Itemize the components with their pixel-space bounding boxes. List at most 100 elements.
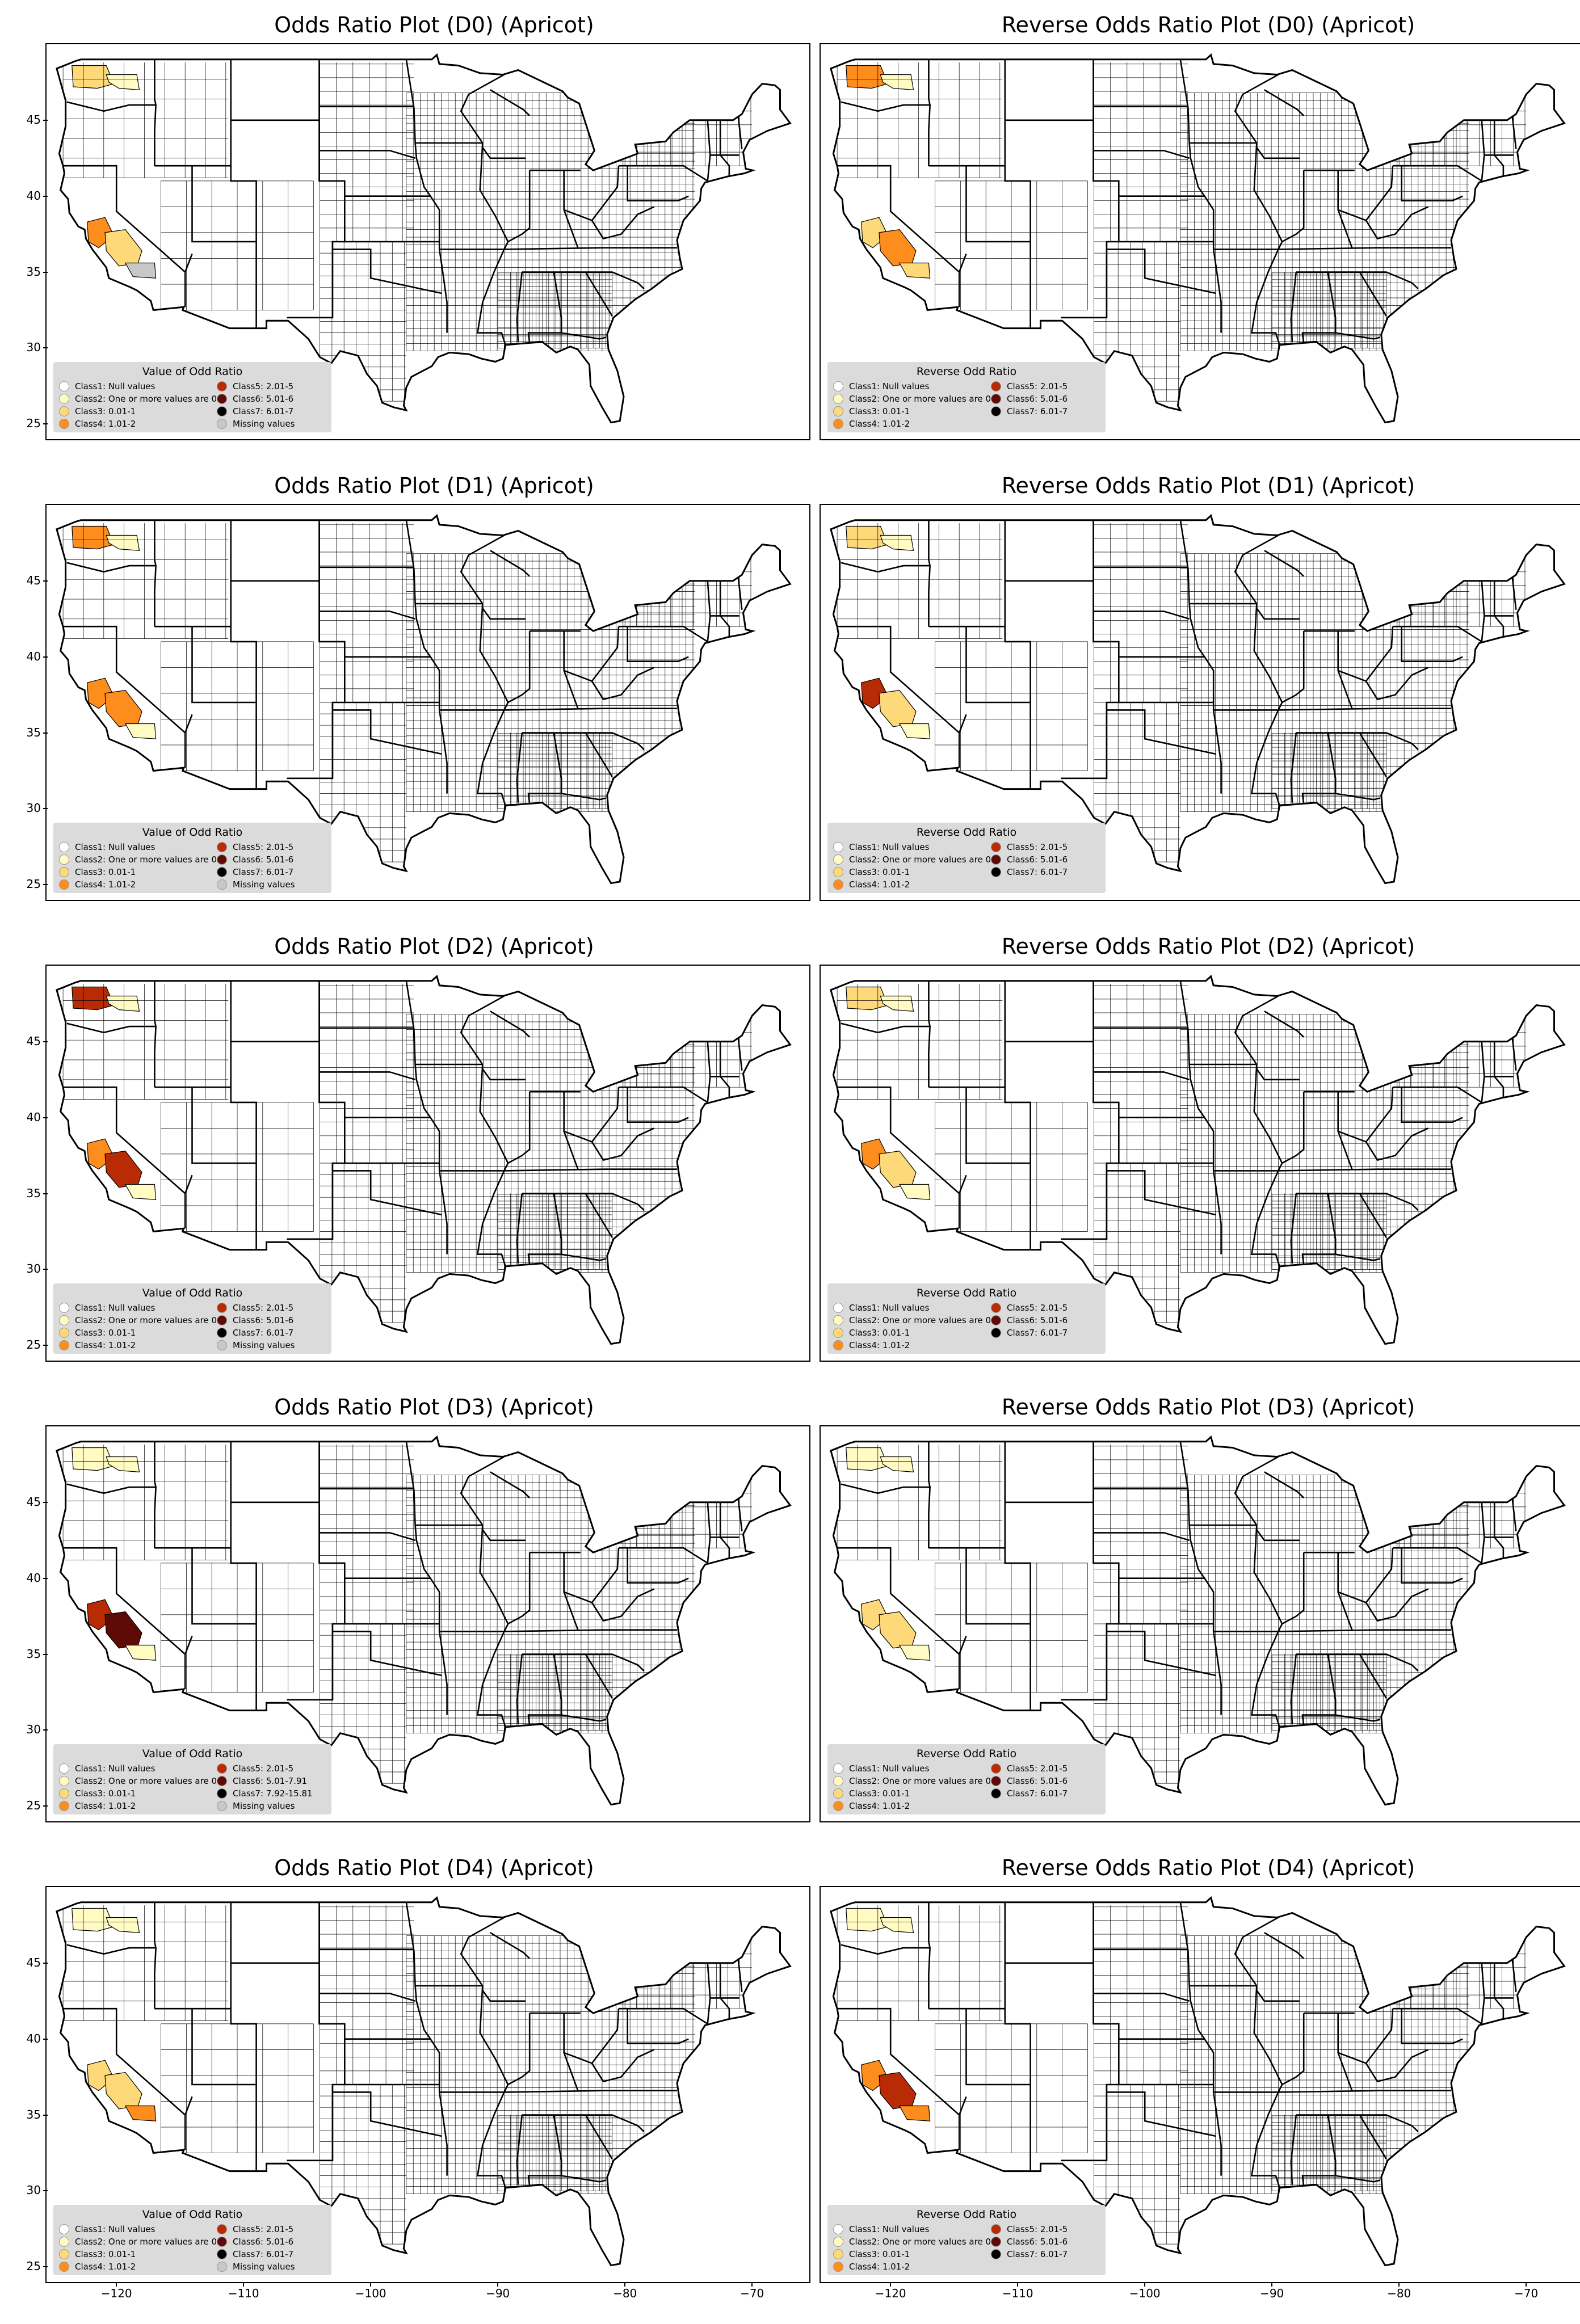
state-boundary bbox=[490, 1932, 531, 1959]
x-tick-label: −80 bbox=[608, 2282, 642, 2300]
x-tick-label: −110 bbox=[226, 2282, 260, 2300]
state-boundary bbox=[563, 670, 579, 709]
state-boundary bbox=[837, 2007, 960, 2150]
state-boundary bbox=[66, 980, 157, 1034]
legend-label: Missing values bbox=[233, 1801, 295, 1811]
legend-label: Class6: 5.01-6 bbox=[233, 2237, 294, 2247]
map-panel: Reverse Odds Ratio Plot (D1) (Apricot) Re… bbox=[820, 472, 1580, 933]
legend-swatch bbox=[833, 1763, 843, 1774]
state-boundary bbox=[1256, 1068, 1300, 1081]
legend-item: Missing values bbox=[217, 418, 326, 430]
state-boundary bbox=[837, 165, 960, 308]
legend-column: Class1: Null values Class2: One or more v… bbox=[59, 2223, 217, 2273]
state-boundary bbox=[1335, 1714, 1380, 1722]
state-boundary bbox=[516, 1654, 523, 1724]
legend-item: Class7: 7.92-15.81 bbox=[217, 1787, 326, 1800]
legend-swatch bbox=[59, 1328, 69, 1338]
panel-title: Reverse Odds Ratio Plot (D3) (Apricot) bbox=[1001, 1395, 1415, 1420]
highlight-county-wa2 bbox=[880, 995, 914, 1012]
state-boundary bbox=[184, 1174, 193, 1194]
legend-column: Class5: 2.01-5 Class6: 5.01-6 Class7: 6.01… bbox=[217, 1302, 326, 1352]
legend-label: Class1: Null values bbox=[849, 842, 930, 852]
legend-title: Value of Odd Ratio bbox=[142, 1748, 243, 1760]
state-boundary bbox=[958, 1174, 967, 1194]
legend-label: Class4: 1.01-2 bbox=[75, 879, 136, 890]
state-boundary bbox=[965, 626, 1031, 704]
state-boundary bbox=[1301, 1654, 1337, 1726]
state-boundary bbox=[1511, 1497, 1517, 1531]
legend-label: Class2: One or more values are 0 bbox=[849, 394, 991, 404]
legend-swatch bbox=[59, 1340, 69, 1350]
us-county-map bbox=[56, 1896, 792, 2267]
state-boundary bbox=[591, 2049, 655, 2083]
y-tick-label: 40 bbox=[20, 650, 48, 663]
state-boundary bbox=[154, 1948, 157, 2009]
us-county-map bbox=[56, 1435, 792, 1806]
map-panel: Reverse Odds Ratio Plot (D3) (Apricot) Re… bbox=[820, 1393, 1580, 1854]
map-legend: Value of Odd Ratio Class1: Null values Cla… bbox=[53, 823, 331, 893]
highlight-county-ca3 bbox=[898, 723, 931, 739]
state-boundary bbox=[230, 520, 257, 789]
y-tick-label: 30 bbox=[20, 2183, 48, 2197]
legend-item: Class3: 0.01-1 bbox=[59, 405, 217, 418]
us-land bbox=[56, 1897, 791, 2266]
state-boundary bbox=[319, 1993, 415, 2002]
legend-label: Class7: 6.01-7 bbox=[233, 1328, 294, 1338]
state-boundary bbox=[1290, 2115, 1297, 2185]
state-boundary bbox=[63, 1086, 186, 1229]
state-boundary bbox=[719, 580, 730, 637]
legend-label: Class3: 0.01-1 bbox=[75, 2249, 136, 2259]
legend-item: Class6: 5.01-6 bbox=[991, 393, 1100, 405]
legend-swatch bbox=[59, 1763, 69, 1774]
legend-column: Class5: 2.01-5 Class6: 5.01-6 Class7: 6.01… bbox=[217, 380, 326, 430]
legend-label: Class5: 2.01-5 bbox=[1007, 381, 1068, 391]
legend-item: Class5: 2.01-5 bbox=[991, 841, 1100, 853]
map-frame: 45 40 35 30 25 Value of Odd Ratio Class1: Null… bbox=[27, 965, 810, 1362]
legend-item: Class7: 6.01-7 bbox=[217, 866, 326, 878]
legend-label: Class1: Null values bbox=[75, 381, 156, 391]
legend-label: Class7: 6.01-7 bbox=[1007, 406, 1068, 416]
legend-swatch bbox=[991, 1763, 1001, 1774]
us-land bbox=[830, 515, 1565, 883]
legend-label: Class2: One or more values are 0 bbox=[75, 1776, 217, 1786]
state-boundary bbox=[527, 272, 562, 344]
us-county-map bbox=[830, 1896, 1566, 2267]
state-boundary bbox=[1401, 1547, 1482, 1564]
legend-item: Class6: 5.01-6 bbox=[991, 1314, 1100, 1327]
state-boundary bbox=[1213, 1168, 1451, 1172]
legend-label: Class1: Null values bbox=[75, 1303, 156, 1313]
legend-swatch bbox=[59, 2262, 69, 2272]
legend-title: Reverse Odd Ratio bbox=[916, 1748, 1017, 1760]
state-boundary bbox=[1213, 708, 1451, 711]
legend-item: Class1: Null values bbox=[59, 1302, 217, 1314]
state-boundary bbox=[837, 625, 960, 768]
legend-column: Class1: Null values Class2: One or more v… bbox=[833, 1302, 991, 1352]
legend-label: Class3: 0.01-1 bbox=[849, 867, 910, 877]
legend-swatch bbox=[833, 879, 843, 890]
legend-swatch bbox=[217, 406, 227, 416]
state-boundary bbox=[333, 709, 442, 755]
legend-label: Class2: One or more values are 0 bbox=[849, 854, 991, 865]
legend-label: Class1: Null values bbox=[75, 1763, 156, 1774]
map-legend: Reverse Odd Ratio Class1: Null values Clas… bbox=[827, 1283, 1106, 1354]
highlight-county-wa2 bbox=[106, 1456, 140, 1472]
legend-label: Class3: 0.01-1 bbox=[849, 2249, 910, 2259]
highlight-county-wa2 bbox=[106, 74, 140, 90]
legend-item: Class2: One or more values are 0 bbox=[833, 1314, 991, 1327]
legend-item: Class1: Null values bbox=[833, 1762, 991, 1775]
map-panel: Odds Ratio Plot (D1) (Apricot) 45 40 35 30 25… bbox=[27, 472, 823, 933]
map-panel: Reverse Odds Ratio Plot (D0) (Apricot) Re… bbox=[820, 11, 1580, 472]
state-boundary bbox=[1335, 1253, 1380, 1261]
state-boundary bbox=[1264, 89, 1305, 116]
highlight-county-wa1 bbox=[846, 65, 889, 89]
map-legend: Value of Odd Ratio Class1: Null values Cla… bbox=[53, 1283, 331, 1354]
state-boundary bbox=[1493, 120, 1505, 176]
state-boundary bbox=[154, 1487, 157, 1548]
state-boundary bbox=[591, 1127, 655, 1161]
legend-label: Class1: Null values bbox=[75, 842, 156, 852]
state-boundary bbox=[563, 1131, 579, 1170]
state-boundary bbox=[1493, 1963, 1505, 2019]
legend-label: Missing values bbox=[233, 1340, 295, 1350]
state-boundary bbox=[1359, 1193, 1387, 1238]
state-boundary bbox=[958, 2096, 967, 2115]
